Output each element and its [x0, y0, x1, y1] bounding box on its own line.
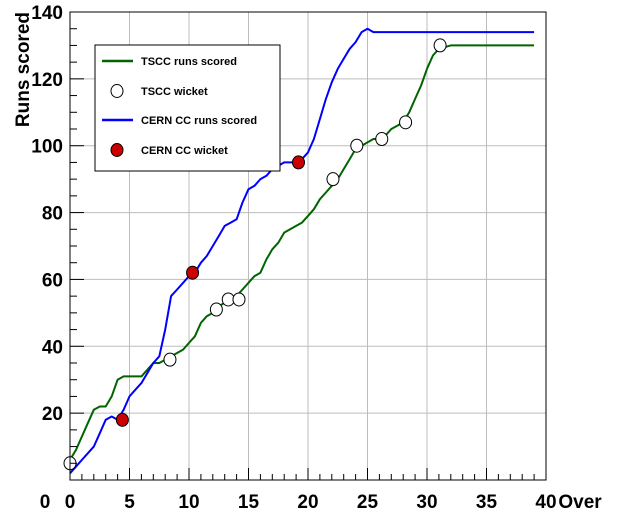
legend: TSCC runs scored TSCC wicket CERN CC run…	[94, 44, 281, 172]
y-tick-label: 80	[42, 204, 63, 225]
tscc-wicket-marker	[232, 292, 246, 307]
tscc-wicket-marker	[221, 292, 235, 307]
tscc-runs-scored-line	[69, 44, 535, 461]
x-tick-label: 30	[416, 492, 437, 513]
legend-swatch-tscc-wicket	[110, 84, 124, 98]
tscc-wicket-marker	[399, 115, 413, 130]
tscc-wicket-marker	[163, 352, 177, 367]
legend-label-cern-wicket: CERN CC wicket	[141, 145, 228, 157]
legend-label-tscc-runs: TSCC runs scored	[141, 56, 237, 68]
y-tick-label: 100	[31, 137, 63, 158]
x-axis-title: Over	[558, 492, 602, 513]
legend-label-cern-runs: CERN CC runs scored	[141, 115, 257, 127]
cern-cc-wicket-marker	[291, 155, 305, 170]
y-tick-label: 40	[42, 337, 63, 358]
x-tick-label: 10	[178, 492, 199, 513]
tscc-wicket-marker	[350, 138, 364, 153]
series-layer	[63, 27, 535, 474]
cern-cc-wicket-marker	[115, 412, 129, 427]
tscc-wicket-marker	[326, 172, 340, 187]
x-tick-label: 5	[124, 492, 135, 513]
x-tick-label: 25	[357, 492, 379, 513]
legend-box	[94, 44, 281, 172]
y-tick-label: 120	[31, 70, 63, 91]
legend-label-tscc-wicket: TSCC wicket	[141, 86, 208, 98]
origin-label: 0	[40, 492, 51, 513]
cern-cc-runs-scored-line	[69, 27, 535, 474]
x-tick-label: 15	[238, 492, 260, 513]
axis-ticks: 0 5 10 15 20 25 30 35 40 20 40 60 80 100 120 140	[31, 3, 556, 513]
y-axis-title: Runs scored	[13, 12, 34, 127]
y-tick-label: 20	[42, 404, 63, 425]
x-tick-label: 35	[476, 492, 498, 513]
legend-swatch-cern-wicket	[110, 143, 124, 157]
x-tick-label: 40	[535, 492, 556, 513]
x-tick-label: 20	[297, 492, 318, 513]
y-tick-label: 60	[42, 270, 63, 291]
tscc-wicket-marker	[433, 38, 447, 53]
x-tick-label: 0	[65, 492, 76, 513]
tscc-wicket-marker	[375, 132, 389, 147]
tscc-wicket-marker	[209, 302, 223, 317]
cern-cc-wicket-marker	[186, 265, 200, 280]
y-tick-label: 140	[31, 3, 63, 24]
